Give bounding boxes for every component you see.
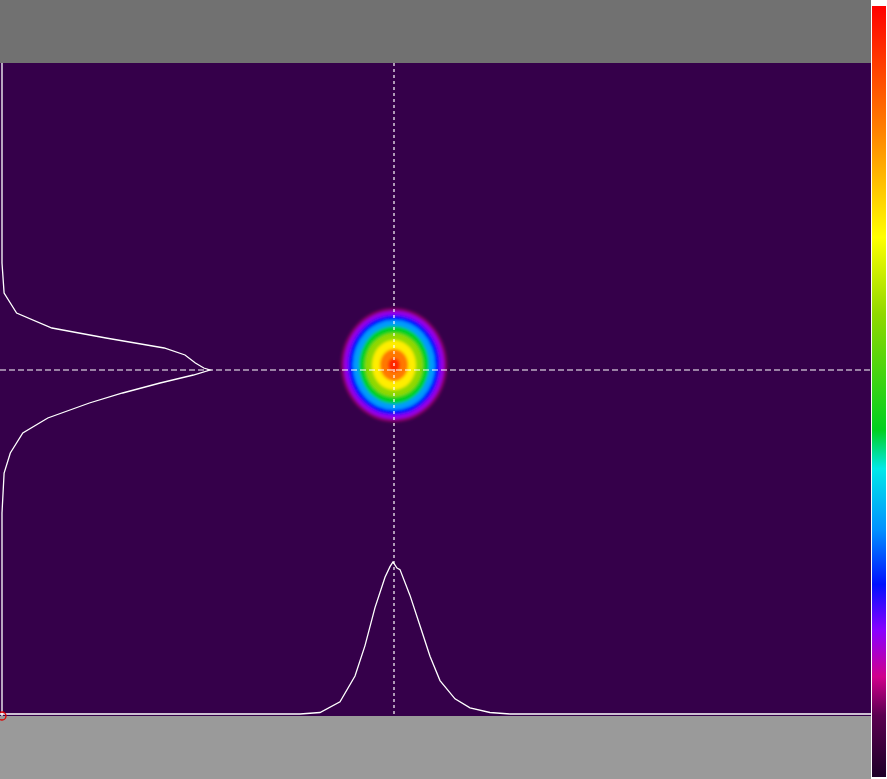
bottom-band	[0, 716, 887, 779]
colorbar	[872, 6, 886, 777]
horizontal-profile	[0, 562, 871, 714]
plot-area	[0, 63, 871, 716]
colorbar-frame	[871, 0, 887, 779]
beam-profiler-view	[0, 0, 887, 779]
origin-marker	[0, 712, 6, 720]
crosshair-horizontal	[0, 369, 871, 370]
top-band	[0, 0, 887, 63]
sensor-background	[0, 63, 871, 716]
vertical-profile	[2, 63, 210, 716]
crosshair-vertical	[393, 63, 394, 716]
